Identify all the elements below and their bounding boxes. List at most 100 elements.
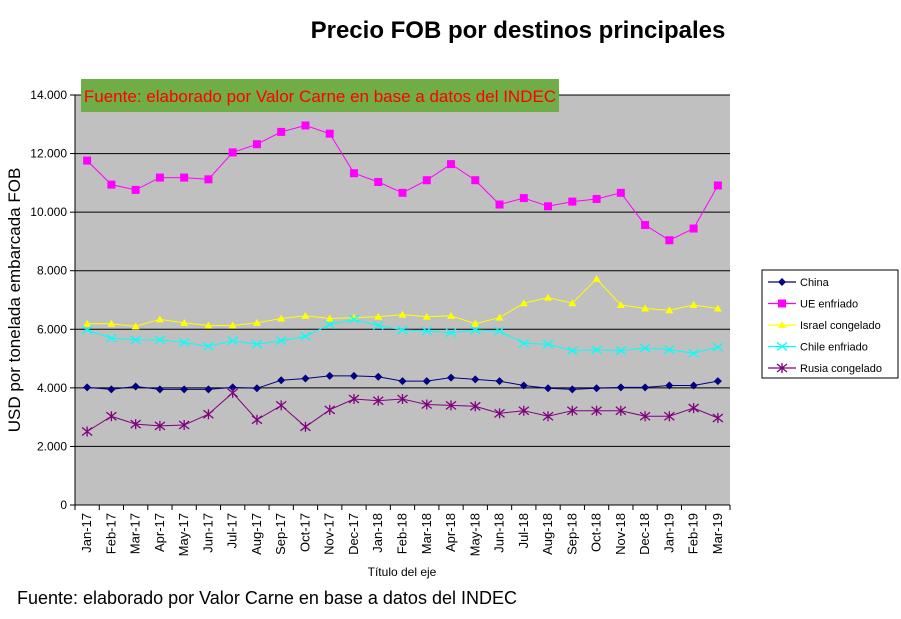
data-point-diamond — [301, 374, 310, 383]
x-tick-label: Apr-17 — [152, 513, 167, 552]
data-point-asterisk — [663, 411, 675, 422]
data-point-triangle — [180, 318, 189, 326]
data-point-triangle — [689, 300, 698, 308]
data-point-triangle — [422, 312, 431, 320]
x-tick-label: Mar-17 — [128, 513, 143, 554]
data-point-x — [81, 325, 93, 335]
data-point-triangle — [495, 313, 504, 321]
data-point-diamond — [592, 384, 601, 393]
data-point-diamond — [544, 384, 553, 393]
x-tick-label: Oct-18 — [589, 513, 604, 552]
data-point-x — [203, 341, 214, 351]
data-point-square — [228, 148, 237, 157]
legend-label: China — [800, 277, 830, 289]
data-point-diamond — [778, 278, 786, 286]
data-point-asterisk — [227, 387, 239, 398]
legend-label: Chile enfriado — [800, 342, 868, 354]
data-point-x — [566, 346, 578, 356]
data-point-x — [251, 339, 263, 349]
x-tick-label: Jan-17 — [79, 513, 94, 553]
data-point-asterisk — [591, 405, 602, 416]
x-tick-label: Apr-18 — [443, 513, 458, 552]
legend-item: UE enfriado — [768, 299, 858, 311]
data-point-asterisk — [469, 401, 481, 412]
x-tick-label: May-17 — [176, 513, 191, 556]
x-tick-label: Jun-18 — [492, 513, 507, 553]
y-tick-label: 8.000 — [37, 264, 67, 278]
data-point-diamond — [107, 385, 116, 394]
x-axis-title: Título del eje — [368, 565, 437, 579]
data-point-diamond — [471, 375, 480, 384]
data-point-asterisk — [348, 393, 360, 404]
series-ue-enfriado — [83, 121, 722, 245]
data-point-asterisk — [421, 399, 433, 410]
data-point-square — [447, 160, 456, 169]
data-point-triangle — [83, 319, 92, 327]
data-point-diamond — [374, 372, 383, 381]
data-point-x — [178, 337, 190, 347]
data-point-diamond — [713, 377, 722, 386]
data-point-x — [615, 346, 627, 356]
x-tick-label: Mar-19 — [710, 513, 725, 554]
data-point-square — [349, 169, 358, 178]
data-point-x — [324, 320, 336, 330]
x-tick-label: Oct-17 — [297, 513, 312, 552]
data-point-triangle — [155, 315, 164, 323]
x-tick-label: Nov-17 — [322, 513, 337, 555]
data-point-diamond — [568, 385, 577, 394]
data-point-x — [154, 335, 166, 345]
data-point-triangle — [641, 304, 650, 312]
data-point-square — [665, 236, 674, 245]
data-point-x — [445, 328, 457, 338]
data-point-triangle — [277, 314, 286, 322]
legend: China UE enfriado Israel congelado Chile en… — [761, 269, 899, 379]
data-point-asterisk — [130, 419, 142, 430]
data-point-triangle — [349, 313, 358, 321]
data-point-square — [778, 299, 786, 308]
data-point-asterisk — [154, 420, 166, 431]
x-tick-label: Aug-18 — [540, 513, 555, 555]
data-point-diamond — [519, 381, 528, 390]
data-point-square — [374, 177, 383, 186]
y-tick-label: 10.000 — [30, 205, 67, 219]
legend-item: Chile enfriado — [768, 342, 868, 354]
data-point-asterisk — [494, 408, 505, 419]
source-annotation: Fuente: elaborado por Valor Carne en bas… — [84, 87, 556, 106]
x-tick-label: Mar-18 — [419, 513, 434, 554]
x-tick-label: Nov-18 — [613, 513, 628, 555]
chart-title: Precio FOB por destinos principales — [311, 17, 726, 44]
data-point-triangle — [398, 310, 407, 318]
data-point-square — [519, 194, 528, 203]
data-point-triangle — [519, 299, 528, 307]
data-point-asterisk — [518, 405, 530, 416]
legend-label: UE enfriado — [800, 299, 858, 311]
data-point-x — [688, 348, 700, 358]
legend-item: Israel congelado — [768, 320, 881, 332]
data-point-triangle — [325, 314, 334, 322]
y-tick-label: 6.000 — [37, 322, 67, 336]
data-point-triangle — [713, 304, 722, 312]
data-point-x — [300, 331, 311, 341]
data-point-x — [397, 325, 408, 335]
data-point-x — [469, 325, 481, 335]
data-point-diamond — [422, 377, 431, 386]
y-tick-label: 14.000 — [30, 88, 67, 102]
data-point-diamond — [641, 383, 650, 392]
data-point-x — [494, 326, 505, 336]
data-point-triangle — [374, 312, 383, 320]
data-point-square — [471, 176, 480, 185]
legend-label: Rusia congelado — [800, 363, 882, 375]
data-point-diamond — [155, 385, 164, 394]
data-point-square — [107, 180, 116, 189]
legend-item: Rusia congelado — [768, 363, 882, 375]
legend-label: Israel congelado — [800, 320, 881, 332]
data-point-diamond — [325, 371, 334, 380]
data-point-triangle — [204, 321, 213, 329]
data-point-x — [372, 320, 384, 330]
data-point-triangle — [665, 306, 674, 314]
plot-area — [75, 95, 730, 505]
x-tick-label: Feb-18 — [395, 513, 410, 554]
data-point-x — [591, 345, 602, 355]
data-point-triangle — [544, 293, 553, 301]
legend-item: China — [768, 277, 830, 289]
